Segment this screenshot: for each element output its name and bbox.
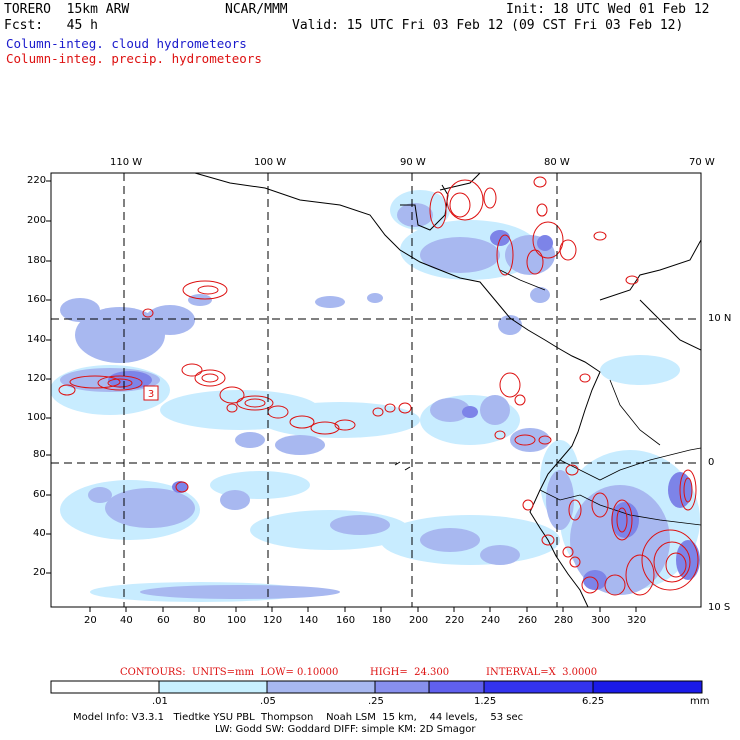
- valid-time: Valid: 15 UTC Fri 03 Feb 12 (09 CST Fri …: [292, 18, 684, 33]
- contour-interval-info: INTERVAL=X 3.0000: [486, 667, 598, 678]
- x-tick-label: 140: [299, 615, 319, 626]
- lon-label-100w: 100 W: [254, 157, 287, 168]
- lon-label-70w: 70 W: [689, 157, 715, 168]
- y-tick-label: 40: [33, 528, 46, 539]
- x-tick-label: 260: [518, 615, 538, 626]
- x-tick-label: 240: [481, 615, 501, 626]
- lon-label-80w: 80 W: [544, 157, 570, 168]
- lon-label-90w: 90 W: [400, 157, 426, 168]
- y-tick-label: 80: [33, 449, 46, 460]
- org-label: NCAR/MMM: [225, 2, 288, 17]
- x-tick-label: 20: [84, 615, 97, 626]
- y-tick-label: 120: [27, 373, 47, 384]
- model-title: TORERO 15km ARW: [4, 2, 130, 17]
- x-tick-label: 200: [409, 615, 429, 626]
- forecast-hour: Fcst: 45 h: [4, 18, 98, 33]
- lat-label-eq: 0: [708, 457, 715, 468]
- lon-label-110w: 110 W: [110, 157, 143, 168]
- x-tick-label: 120: [263, 615, 283, 626]
- legend-cloud: Column-integ. cloud hydrometeors: [6, 36, 247, 51]
- map-frame: [50, 172, 702, 608]
- x-tick-label: 220: [445, 615, 465, 626]
- graticule: [51, 173, 701, 607]
- x-tick-label: 100: [227, 615, 247, 626]
- colorbar-label: .25: [368, 696, 384, 707]
- x-tick-label: 300: [591, 615, 611, 626]
- y-tick-label: 220: [27, 175, 47, 186]
- y-tick-label: 160: [27, 294, 47, 305]
- y-tick-label: 20: [33, 567, 46, 578]
- legend-precip: Column-integ. precip. hydrometeors: [6, 51, 262, 66]
- precip-contours: [58, 176, 699, 596]
- lat-label-10n: 10 N: [708, 313, 732, 324]
- x-tick-label: 320: [627, 615, 647, 626]
- x-tick-label: 180: [372, 615, 392, 626]
- coastlines: [194, 173, 701, 607]
- y-tick-label: 180: [27, 255, 47, 266]
- contour-units-info: CONTOURS: UNITS=mm LOW= 0.10000: [120, 667, 339, 678]
- x-tick-label: 80: [193, 615, 206, 626]
- y-tick-label: 140: [27, 334, 47, 345]
- contour-high-info: HIGH= 24.300: [370, 667, 450, 678]
- model-info-line2: LW: Godd SW: Goddard DIFF: simple KM: 2D…: [215, 724, 476, 735]
- y-tick-label: 200: [27, 215, 47, 226]
- colorbar-unit: mm: [690, 696, 710, 707]
- x-tick-label: 60: [157, 615, 170, 626]
- contour-label: 3: [148, 389, 154, 400]
- contour-label-box: [143, 385, 159, 401]
- x-tick-label: 280: [554, 615, 574, 626]
- colorbar-label: 1.25: [474, 696, 497, 707]
- model-info-line1: Model Info: V3.3.1 Tiedtke YSU PBL Thomp…: [73, 712, 524, 723]
- lat-label-10s: 10 S: [708, 602, 731, 613]
- y-tick-label: 60: [33, 489, 46, 500]
- colorbar-label: .01: [152, 696, 168, 707]
- colorbar-label: .05: [260, 696, 276, 707]
- x-tick-label: 160: [336, 615, 356, 626]
- tick-marks: [46, 180, 637, 612]
- colorbar-label: 6.25: [582, 696, 605, 707]
- x-tick-label: 40: [120, 615, 133, 626]
- y-tick-label: 100: [27, 412, 47, 423]
- init-time: Init: 18 UTC Wed 01 Feb 12: [506, 2, 710, 17]
